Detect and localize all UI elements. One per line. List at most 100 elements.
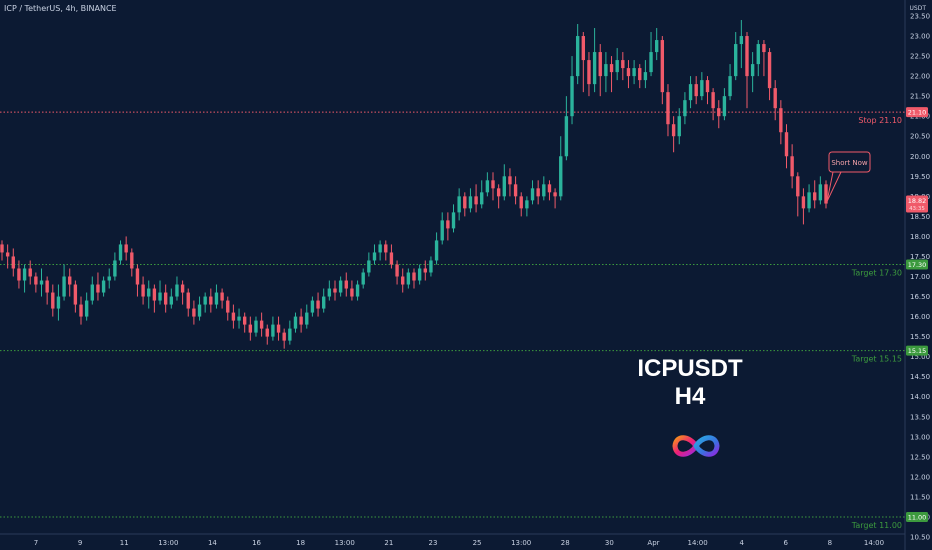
candle-body[interactable]: [101, 280, 106, 293]
candle-body[interactable]: [389, 252, 394, 265]
candle-body[interactable]: [220, 292, 224, 301]
candle-body[interactable]: [592, 52, 597, 85]
candle-body[interactable]: [333, 288, 337, 293]
candle-body[interactable]: [604, 64, 608, 77]
candle-body[interactable]: [451, 212, 456, 229]
candle-body[interactable]: [818, 184, 823, 201]
candle-body[interactable]: [711, 92, 715, 109]
candle-body[interactable]: [457, 196, 461, 213]
candle-body[interactable]: [0, 244, 4, 253]
candle-body[interactable]: [231, 312, 236, 321]
candle-body[interactable]: [525, 200, 529, 209]
candle-body[interactable]: [485, 180, 490, 193]
candle-body[interactable]: [242, 316, 247, 325]
candle-body[interactable]: [722, 96, 727, 117]
candle-body[interactable]: [446, 220, 450, 229]
candle-body[interactable]: [5, 252, 10, 257]
candle-body[interactable]: [480, 192, 484, 205]
candle-body[interactable]: [773, 88, 777, 109]
candle-body[interactable]: [401, 276, 405, 285]
candle-body[interactable]: [750, 64, 755, 77]
candle-body[interactable]: [491, 180, 495, 189]
candle-body[interactable]: [609, 64, 614, 73]
candle-body[interactable]: [124, 244, 128, 253]
candle-body[interactable]: [570, 76, 574, 117]
candle-body[interactable]: [322, 296, 326, 309]
candle-body[interactable]: [621, 60, 625, 69]
candle-body[interactable]: [11, 256, 15, 269]
candle-body[interactable]: [807, 192, 811, 209]
candle-body[interactable]: [299, 316, 303, 325]
candle-body[interactable]: [762, 44, 766, 53]
candle-body[interactable]: [384, 244, 388, 253]
candle-body[interactable]: [700, 80, 704, 97]
candle-body[interactable]: [28, 268, 32, 277]
candle-body[interactable]: [519, 196, 523, 209]
candle-body[interactable]: [51, 292, 55, 309]
candle-body[interactable]: [39, 280, 44, 285]
time-axis[interactable]: 7 9 11 13:00 14 16 18 13:00 21 23 25 13:00 28 30 Apr 14…: [34, 539, 884, 547]
candle-body[interactable]: [666, 92, 670, 125]
candle-body[interactable]: [784, 132, 789, 157]
candle-body[interactable]: [237, 316, 241, 321]
candle-body[interactable]: [361, 272, 365, 285]
candle-body[interactable]: [45, 280, 49, 293]
candle-body[interactable]: [254, 320, 258, 333]
candle-body[interactable]: [542, 184, 546, 197]
candle-body[interactable]: [575, 36, 580, 77]
candle-body[interactable]: [587, 60, 591, 85]
candle-body[interactable]: [683, 100, 687, 117]
candle-body[interactable]: [282, 332, 286, 341]
candle-body[interactable]: [615, 60, 619, 73]
candle-body[interactable]: [90, 284, 94, 301]
candles[interactable]: [0, 20, 828, 349]
candle-body[interactable]: [434, 240, 439, 261]
candle-body[interactable]: [496, 188, 501, 197]
candle-body[interactable]: [824, 184, 828, 204]
candle-body[interactable]: [502, 176, 506, 197]
candle-body[interactable]: [372, 252, 377, 261]
candle-body[interactable]: [429, 260, 433, 273]
candle-body[interactable]: [209, 296, 213, 305]
candle-body[interactable]: [130, 252, 134, 269]
candle-body[interactable]: [417, 268, 422, 281]
candle-body[interactable]: [626, 68, 631, 77]
candle-body[interactable]: [705, 80, 710, 93]
candle-body[interactable]: [305, 312, 309, 325]
candle-body[interactable]: [406, 272, 411, 285]
candle-body[interactable]: [186, 292, 190, 309]
candle-body[interactable]: [265, 328, 269, 337]
candle-body[interactable]: [175, 284, 179, 297]
candle-body[interactable]: [22, 268, 27, 281]
candle-body[interactable]: [734, 44, 738, 77]
candle-body[interactable]: [180, 284, 185, 293]
candle-body[interactable]: [728, 76, 732, 97]
candle-body[interactable]: [632, 68, 636, 77]
candle-body[interactable]: [813, 192, 817, 201]
candle-body[interactable]: [338, 280, 343, 293]
candle-body[interactable]: [271, 324, 275, 337]
candle-body[interactable]: [654, 40, 659, 53]
candle-body[interactable]: [350, 288, 354, 297]
candle-body[interactable]: [56, 296, 61, 309]
candle-body[interactable]: [113, 260, 117, 277]
candle-body[interactable]: [717, 108, 721, 117]
candle-body[interactable]: [152, 288, 157, 301]
candle-body[interactable]: [141, 284, 145, 297]
candle-body[interactable]: [197, 304, 202, 317]
candle-body[interactable]: [643, 72, 648, 81]
candle-body[interactable]: [310, 300, 315, 313]
candle-body[interactable]: [79, 304, 83, 317]
candle-body[interactable]: [463, 196, 467, 209]
candle-body[interactable]: [73, 284, 78, 305]
candle-body[interactable]: [638, 68, 642, 81]
candle-body[interactable]: [192, 308, 196, 317]
candle-body[interactable]: [649, 52, 653, 73]
candle-body[interactable]: [440, 220, 444, 241]
candle-body[interactable]: [158, 292, 162, 301]
candle-body[interactable]: [694, 84, 698, 97]
candle-body[interactable]: [739, 36, 744, 45]
candle-body[interactable]: [147, 288, 151, 297]
candle-body[interactable]: [559, 156, 563, 197]
